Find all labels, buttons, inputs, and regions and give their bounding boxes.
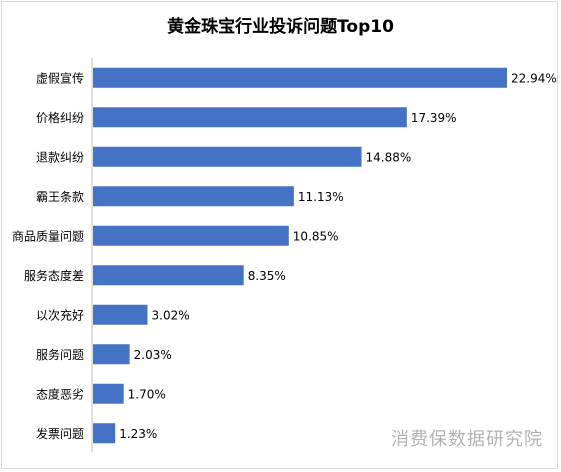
chart-title: 黄金珠宝行业投诉问题Top10 (167, 17, 394, 37)
data-label: 17.39% (411, 111, 457, 125)
category-label: 退款纠纷 (36, 150, 84, 164)
data-label: 8.35% (248, 269, 286, 283)
category-label: 态度恶劣 (36, 386, 84, 401)
bar (93, 67, 507, 88)
bar (93, 186, 294, 207)
bar (93, 225, 289, 246)
bar (93, 344, 130, 365)
data-label: 10.85% (293, 229, 339, 243)
category-label: 服务问题 (36, 347, 84, 362)
category-label: 以次充好 (36, 307, 84, 322)
data-label: 1.70% (128, 387, 166, 401)
data-label: 11.13% (298, 190, 344, 204)
category-label: 服务态度差 (24, 268, 84, 283)
data-label: 14.88% (366, 150, 412, 164)
bar (93, 107, 407, 128)
category-label: 虚假宣传 (36, 70, 84, 85)
data-label: 2.03% (134, 348, 172, 362)
bar (93, 146, 362, 167)
bar (93, 423, 116, 444)
category-label: 商品质量问题 (12, 228, 84, 243)
data-label: 3.02% (152, 308, 190, 322)
bar (93, 265, 244, 286)
bar (93, 383, 124, 404)
watermark: 消费保数据研究院 (391, 429, 543, 450)
category-label: 发票问题 (36, 426, 84, 441)
category-label: 价格纠纷 (36, 110, 84, 125)
bar (93, 304, 148, 325)
data-label: 1.23% (119, 427, 157, 441)
data-label: 22.94% (511, 71, 557, 85)
category-label: 霸王条款 (36, 190, 84, 204)
